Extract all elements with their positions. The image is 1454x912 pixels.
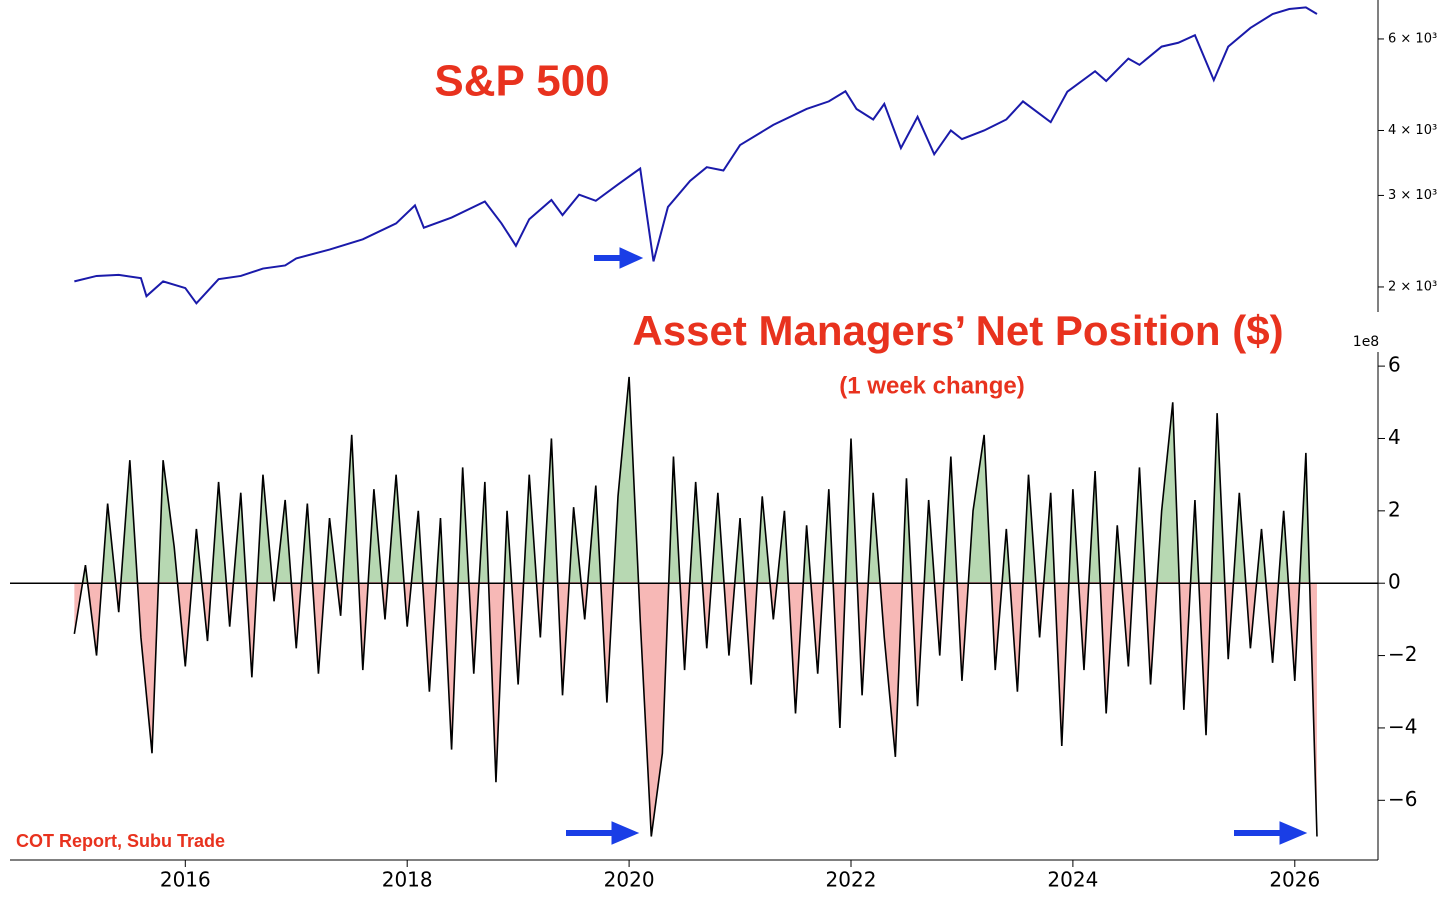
y-tick-label: 3 × 10³ — [1388, 188, 1437, 203]
y-tick-label: 4 — [1388, 425, 1401, 449]
x-tick-label: 2018 — [382, 868, 433, 892]
x-tick-label: 2020 — [604, 868, 655, 892]
x-tick-label: 2022 — [826, 868, 877, 892]
x-tick-label: 2024 — [1047, 868, 1098, 892]
bottom-subtitle: (1 week change) — [839, 372, 1024, 399]
positive-area — [82, 376, 1310, 582]
y-tick-label: −4 — [1388, 714, 1417, 738]
y-tick-label: 2 × 10³ — [1388, 279, 1437, 294]
offset-label: 1e8 — [1353, 334, 1379, 350]
y-tick-label: 6 — [1388, 353, 1401, 377]
y-tick-label: −2 — [1388, 642, 1417, 666]
bottom-title: Asset Managers’ Net Position ($) — [632, 307, 1283, 354]
sp500-line — [74, 6, 1318, 305]
y-tick-label: 0 — [1388, 570, 1401, 594]
y-tick-label: −6 — [1388, 787, 1417, 811]
top-title: S&P 500 — [434, 57, 609, 106]
y-tick-label: 4 × 10³ — [1388, 123, 1437, 138]
y-tick-label: 2 — [1388, 497, 1401, 521]
marks: 2 × 10³ 3 × 10³ 4 × 10³ 6 × 10³ −6 −4 −2 0 2 4 6 20… — [10, 6, 1437, 892]
arrows — [566, 247, 1308, 845]
net-position-line — [73, 376, 1318, 837]
source: COT Report, Subu Trade — [16, 831, 225, 851]
x-tick-label: 2026 — [1269, 868, 1320, 892]
x-tick-label: 2016 — [160, 868, 211, 892]
y-tick-label: 6 × 10³ — [1388, 31, 1437, 46]
